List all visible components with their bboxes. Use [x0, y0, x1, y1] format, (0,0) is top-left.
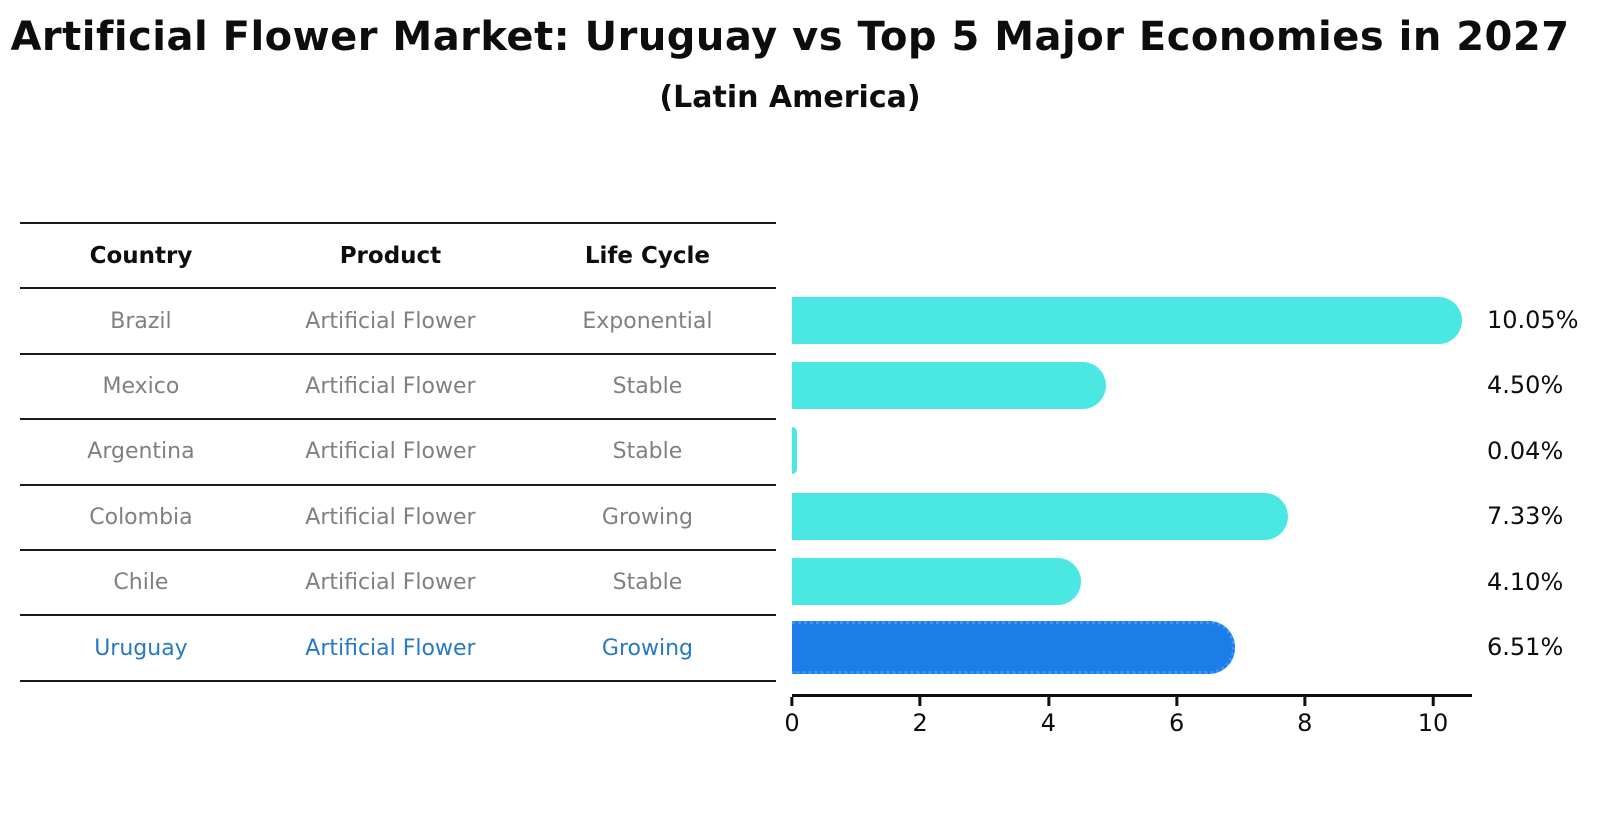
tick-label: 0	[784, 709, 800, 737]
bar-row-uruguay: 6.51%	[792, 614, 1604, 679]
header-country: Country	[89, 242, 193, 269]
tick-mark	[1046, 697, 1050, 706]
table-row-uruguay: Uruguay Artificial Flower Growing	[20, 616, 776, 682]
x-axis-tick-4: 4	[1041, 697, 1056, 737]
bar-chart: 10.05% 4.50% 0.04% 7.33% 4.10% 6.51%	[792, 287, 1604, 679]
cell-product: Artificial Flower	[305, 308, 476, 334]
bar-row-colombia: 7.33%	[792, 484, 1604, 549]
cell-country: Chile	[113, 570, 169, 596]
tick-label: 10	[1417, 709, 1449, 737]
tick-label: 8	[1297, 709, 1313, 737]
cell-life-cycle: Stable	[612, 570, 683, 596]
value-label-mexico: 4.50%	[1487, 371, 1564, 400]
value-label-argentina: 0.04%	[1487, 436, 1564, 465]
bar-row-chile: 4.10%	[792, 549, 1604, 614]
cell-country: Colombia	[89, 504, 193, 530]
x-axis-line	[792, 694, 1472, 697]
header-life-cycle: Life Cycle	[584, 242, 711, 269]
value-label-uruguay: 6.51%	[1487, 633, 1564, 662]
tick-mark	[1175, 697, 1179, 706]
bar-argentina	[792, 427, 797, 475]
cell-life-cycle: Exponential	[582, 308, 713, 334]
cell-product: Artificial Flower	[305, 635, 476, 661]
country-table: Country Product Life Cycle Brazil Artifi…	[20, 222, 776, 682]
table-header-row: Country Product Life Cycle	[20, 224, 776, 290]
chart-title: Artificial Flower Market: Uruguay vs Top…	[10, 14, 1570, 60]
x-axis-tick-0: 0	[784, 697, 800, 737]
tick-label: 4	[1040, 709, 1057, 737]
tick-label: 6	[1168, 709, 1185, 737]
x-axis-tick-6: 6	[1169, 697, 1184, 737]
header-product: Product	[339, 242, 442, 269]
table-row-mexico: Mexico Artificial Flower Stable	[20, 355, 776, 421]
bar-row-argentina: 0.04%	[792, 418, 1604, 483]
tick-label: 2	[912, 709, 928, 737]
x-axis-tick-8: 8	[1297, 697, 1312, 737]
cell-product: Artificial Flower	[305, 504, 476, 530]
cell-country: Mexico	[102, 373, 180, 399]
bar-brazil	[792, 296, 1463, 344]
cell-life-cycle: Stable	[612, 439, 683, 465]
bar-mexico	[792, 361, 1107, 409]
cell-country: Brazil	[110, 308, 172, 334]
cell-life-cycle: Stable	[612, 373, 683, 399]
bar-colombia	[792, 492, 1288, 540]
chart-subtitle: (Latin America)	[659, 80, 921, 115]
tick-mark	[918, 697, 922, 706]
value-label-colombia: 7.33%	[1487, 502, 1564, 531]
bar-chile	[792, 558, 1081, 606]
x-axis-tick-2: 2	[913, 697, 928, 737]
table-row-brazil: Brazil Artificial Flower Exponential	[20, 289, 776, 355]
cell-product: Artificial Flower	[305, 570, 476, 596]
cell-product: Artificial Flower	[305, 373, 476, 399]
bar-uruguay	[792, 620, 1236, 674]
x-axis-tick-10: 10	[1417, 697, 1449, 737]
table-row-argentina: Argentina Artificial Flower Stable	[20, 420, 776, 486]
cell-life-cycle: Growing	[601, 635, 693, 661]
bar-row-mexico: 4.50%	[792, 353, 1604, 418]
cell-product: Artificial Flower	[305, 439, 476, 465]
cell-country: Uruguay	[94, 635, 188, 661]
cell-life-cycle: Growing	[601, 504, 693, 530]
value-label-chile: 4.10%	[1487, 567, 1564, 596]
tick-mark	[1303, 697, 1307, 706]
cell-country: Argentina	[87, 439, 195, 465]
table-row-chile: Chile Artificial Flower Stable	[20, 551, 776, 617]
tick-mark	[1431, 697, 1435, 706]
tick-mark	[790, 697, 794, 706]
table-row-colombia: Colombia Artificial Flower Growing	[20, 486, 776, 551]
bar-row-brazil: 10.05%	[792, 287, 1604, 352]
value-label-brazil: 10.05%	[1487, 306, 1579, 335]
